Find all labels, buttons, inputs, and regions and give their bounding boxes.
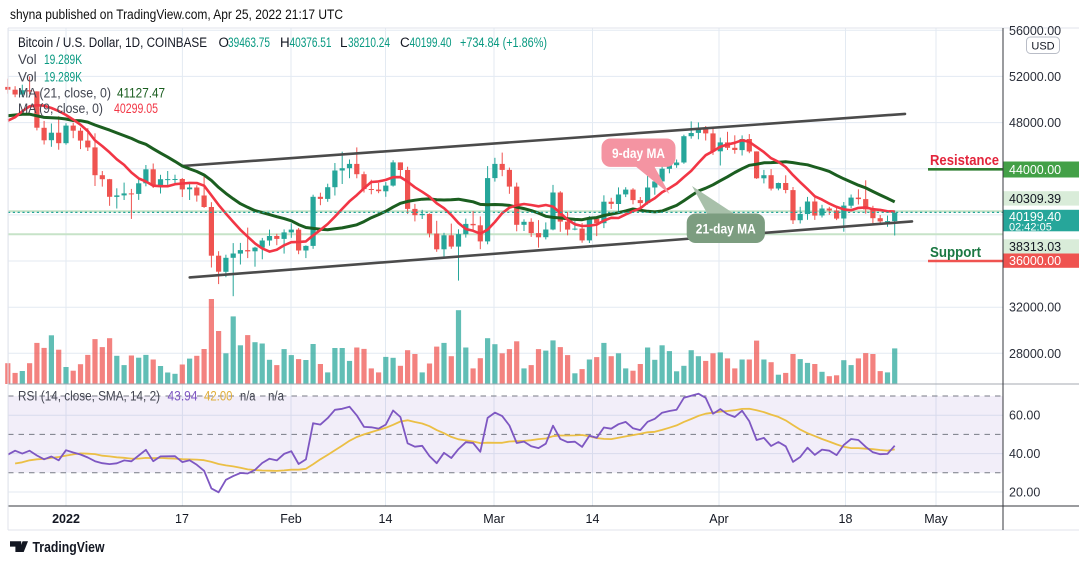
svg-text:Bitcoin / U.S. Dollar, 1D, COI: Bitcoin / U.S. Dollar, 1D, COINBASE	[18, 35, 207, 50]
svg-text:17: 17	[175, 512, 189, 526]
svg-text:28000.00: 28000.00	[1009, 347, 1061, 361]
svg-text:40.00: 40.00	[1009, 447, 1040, 461]
svg-text:14: 14	[586, 512, 600, 526]
svg-text:Apr: Apr	[709, 512, 728, 526]
svg-text:44000.00: 44000.00	[1009, 163, 1061, 177]
svg-text:02:42:05: 02:42:05	[1009, 222, 1052, 234]
svg-text:40199.40: 40199.40	[410, 35, 452, 50]
svg-text:shyna published on TradingView: shyna published on TradingView.com, Apr …	[10, 7, 343, 22]
svg-text:52000.00: 52000.00	[1009, 70, 1061, 84]
svg-text:Mar: Mar	[483, 512, 505, 526]
svg-text:TradingView: TradingView	[33, 539, 105, 556]
svg-text:20.00: 20.00	[1009, 486, 1040, 500]
svg-text:RSI (14, close, SMA, 14, 2): RSI (14, close, SMA, 14, 2)	[18, 388, 160, 403]
svg-text:38210.24: 38210.24	[348, 35, 390, 50]
svg-text:Vol: Vol	[18, 52, 37, 67]
svg-text:n/a: n/a	[268, 388, 284, 403]
svg-text:40376.51: 40376.51	[290, 35, 332, 50]
svg-text:19.289K: 19.289K	[44, 70, 82, 85]
svg-text:Resistance: Resistance	[930, 153, 999, 169]
svg-text:38313.03: 38313.03	[1009, 240, 1061, 254]
svg-text:48000.00: 48000.00	[1009, 116, 1061, 130]
svg-text:19.289K: 19.289K	[44, 52, 82, 67]
svg-text:2022: 2022	[52, 512, 80, 526]
svg-text:40299.05: 40299.05	[114, 101, 158, 116]
svg-text:Feb: Feb	[280, 512, 302, 526]
svg-text:+734.84 (+1.86%): +734.84 (+1.86%)	[460, 35, 547, 50]
svg-text:42.00: 42.00	[204, 388, 233, 403]
svg-text:H: H	[280, 35, 290, 50]
svg-text:Vol: Vol	[18, 70, 37, 85]
svg-text:MA (9, close, 0): MA (9, close, 0)	[18, 101, 103, 116]
svg-text:L: L	[340, 35, 347, 50]
svg-text:USD: USD	[1031, 41, 1054, 53]
svg-text:14: 14	[379, 512, 393, 526]
svg-text:18: 18	[839, 512, 853, 526]
svg-text:MA (21, close, 0): MA (21, close, 0)	[18, 86, 111, 101]
svg-text:O: O	[219, 35, 229, 50]
svg-text:40199.40: 40199.40	[1009, 210, 1061, 224]
svg-text:43.94: 43.94	[168, 388, 198, 403]
svg-text:9-day MA: 9-day MA	[612, 145, 665, 161]
svg-text:39463.75: 39463.75	[228, 35, 270, 50]
svg-text:May: May	[924, 512, 948, 526]
svg-text:56000.00: 56000.00	[1009, 24, 1061, 38]
svg-text:36000.00: 36000.00	[1009, 254, 1061, 268]
svg-text:32000.00: 32000.00	[1009, 301, 1061, 315]
svg-text:41127.47: 41127.47	[117, 86, 165, 101]
svg-text:60.00: 60.00	[1009, 409, 1040, 423]
svg-text:40309.39: 40309.39	[1009, 192, 1061, 206]
svg-text:Support: Support	[930, 245, 981, 261]
svg-text:n/a: n/a	[240, 388, 256, 403]
svg-text:21-day MA: 21-day MA	[696, 220, 756, 236]
svg-text:C: C	[400, 35, 410, 50]
